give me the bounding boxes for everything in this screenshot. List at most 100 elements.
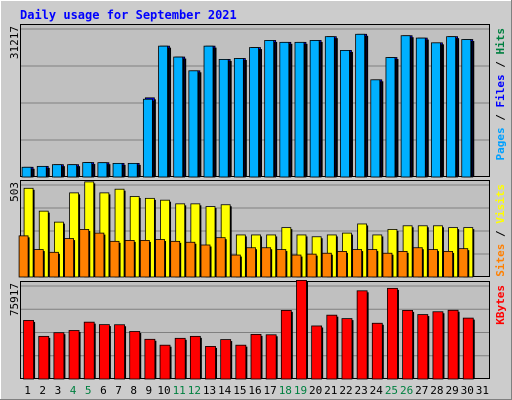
bar-sites-day-15: [230, 254, 241, 278]
x-tick-label-day-22: 22: [339, 384, 352, 397]
bar-kbytes-day-30: [462, 317, 474, 380]
bar-kbytes-day-11: [174, 337, 186, 380]
bar-kbytes-day-18: [280, 309, 292, 380]
bar-sites-day-22: [337, 250, 347, 278]
x-tick-label-day-23: 23: [355, 384, 368, 397]
bar-pages-day-4: [67, 164, 77, 178]
bar-pages-day-29: [446, 36, 456, 178]
bar-sites-day-5: [79, 229, 90, 278]
bar-pages-day-17: [264, 40, 275, 178]
bar-kbytes-day-13: [205, 346, 216, 380]
bar-pages-day-19: [294, 41, 305, 178]
bar-kbytes-day-24: [371, 322, 383, 380]
bar-pages-day-18: [279, 41, 290, 178]
bar-sites-day-24: [367, 249, 378, 278]
x-tick-label-day-25: 25: [385, 384, 398, 397]
y-max-label-bottom: 75917: [8, 283, 21, 316]
bar-sites-day-17: [261, 247, 272, 278]
x-tick-label-day-20: 20: [309, 384, 322, 397]
bar-kbytes-day-15: [235, 344, 247, 380]
bar-pages-day-14: [218, 59, 229, 178]
bar-pages-day-8: [127, 162, 138, 178]
bar-kbytes-day-7: [114, 324, 125, 380]
bar-kbytes-day-12: [189, 335, 201, 380]
bar-pages-day-5: [82, 162, 93, 178]
legend-entry: Hits: [494, 28, 507, 55]
bar-kbytes-day-22: [341, 318, 353, 380]
x-tick-label-day-2: 2: [39, 384, 46, 397]
x-tick-label-day-8: 8: [130, 384, 137, 397]
x-tick-label-day-14: 14: [218, 384, 232, 397]
bar-pages-day-26: [400, 35, 411, 178]
bar-pages-day-13: [203, 45, 214, 178]
chart-title: Daily usage for September 2021: [20, 8, 237, 22]
x-tick-label-day-26: 26: [400, 384, 413, 397]
bar-pages-day-12: [188, 70, 199, 178]
x-tick-label-day-13: 13: [203, 384, 216, 397]
bar-pages-day-2: [36, 165, 47, 178]
bar-pages-day-7: [112, 162, 123, 178]
bar-sites-day-12: [185, 241, 196, 278]
bar-sites-day-21: [321, 252, 332, 278]
legend-entry: KBytes: [494, 285, 507, 325]
bar-sites-day-27: [412, 247, 423, 278]
bar-kbytes-day-8: [129, 331, 141, 380]
bar-pages-day-30: [461, 39, 472, 178]
x-tick-label-day-7: 7: [115, 384, 122, 397]
bar-sites-day-2: [33, 249, 44, 278]
legend-middle: Sites / Visits: [494, 184, 507, 277]
x-tick-label-day-15: 15: [233, 384, 246, 397]
panel-top: 31217 Pages / Files / Hits: [8, 24, 507, 178]
bar-pages-day-16: [249, 47, 259, 178]
x-tick-label-day-5: 5: [85, 384, 92, 397]
legend-entry: Visits: [494, 184, 507, 224]
x-tick-label-day-1: 1: [24, 384, 31, 397]
x-tick-label-day-9: 9: [146, 384, 153, 397]
bar-pages-day-15: [233, 58, 244, 178]
bar-kbytes-day-21: [326, 314, 338, 380]
legend-entry: /: [494, 224, 507, 244]
bar-pages-day-27: [415, 37, 426, 178]
bar-pages-day-1: [21, 166, 32, 178]
bar-kbytes-day-2: [38, 335, 50, 380]
legend-entry: /: [494, 55, 507, 75]
bar-pages-day-3: [52, 164, 62, 178]
legend-bottom: KBytes: [494, 285, 507, 325]
bar-sites-day-29: [443, 250, 453, 278]
bar-pages-day-10: [158, 45, 168, 178]
x-tick-label-day-30: 30: [461, 384, 474, 397]
bar-pages-day-11: [173, 56, 184, 178]
bar-kbytes-day-19: [296, 279, 307, 380]
x-tick-label-day-24: 24: [370, 384, 384, 397]
bar-pages-day-20: [309, 40, 320, 178]
bar-pages-day-25: [385, 57, 396, 178]
bar-sites-day-30: [458, 248, 469, 278]
bar-kbytes-day-1: [23, 320, 34, 380]
bar-kbytes-day-4: [68, 330, 80, 380]
bar-kbytes-day-23: [356, 290, 368, 380]
x-tick-label-day-12: 12: [188, 384, 201, 397]
legend-entry: /: [494, 108, 507, 128]
bar-kbytes-day-14: [220, 339, 232, 380]
bar-kbytes-day-27: [417, 314, 429, 380]
bar-sites-day-18: [276, 249, 287, 278]
bar-sites-day-4: [64, 238, 74, 278]
legend-entry: Sites: [494, 244, 507, 277]
bar-sites-day-8: [124, 240, 135, 278]
bar-sites-day-6: [94, 232, 105, 278]
x-tick-label-day-19: 19: [294, 384, 307, 397]
x-tick-label-day-28: 28: [430, 384, 443, 397]
x-tick-label-day-18: 18: [279, 384, 292, 397]
bar-pages-day-24: [370, 79, 381, 178]
x-tick-label-day-29: 29: [445, 384, 458, 397]
bar-kbytes-day-28: [432, 311, 444, 380]
chart-panels: 31217 Pages / Files / Hits 503 Sites / Visi…: [8, 24, 507, 380]
panel-middle: 503 Sites / Visits: [8, 180, 507, 278]
panel-bottom: 75917 KBytes: [8, 279, 507, 380]
x-tick-label-day-17: 17: [264, 384, 277, 397]
x-tick-label-day-6: 6: [100, 384, 107, 397]
bar-sites-day-20: [306, 253, 317, 278]
bar-sites-day-25: [382, 252, 393, 278]
bar-kbytes-day-20: [311, 325, 323, 380]
